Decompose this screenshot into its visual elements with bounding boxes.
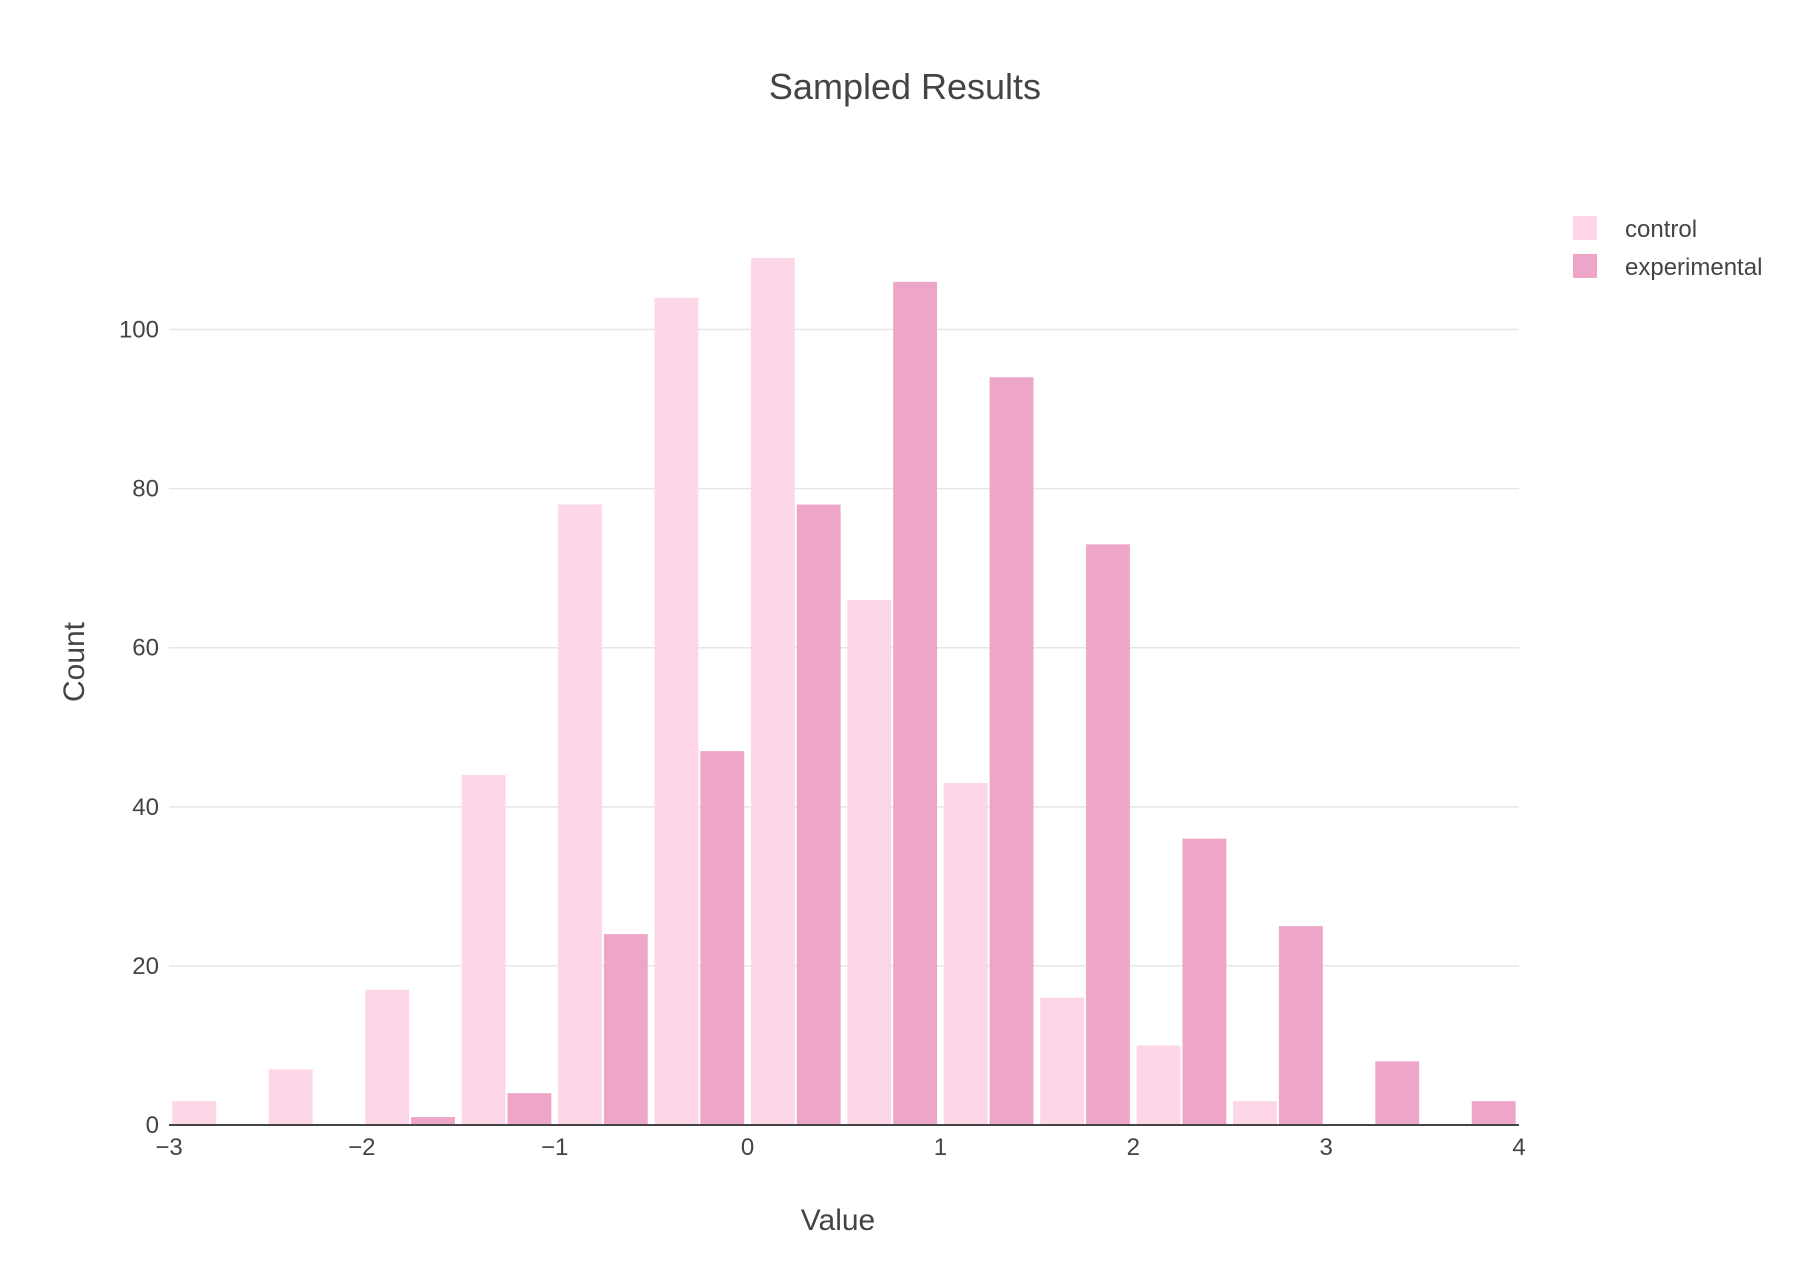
- bar-control--0.5[interactable]: [654, 297, 699, 1125]
- bar-control--2.5[interactable]: [268, 1069, 313, 1125]
- bar-experimental-3[interactable]: [1375, 1061, 1420, 1125]
- legend-swatch-control: [1573, 216, 1597, 240]
- bar-control-1[interactable]: [943, 782, 988, 1125]
- y-tick-label: 80: [132, 476, 159, 503]
- y-axis-title: Count: [58, 621, 91, 702]
- bar-control-1.5[interactable]: [1040, 997, 1085, 1125]
- y-tick-label: 60: [132, 635, 159, 662]
- bar-control--1.5[interactable]: [461, 775, 506, 1125]
- y-tick-label: 0: [146, 1112, 159, 1139]
- bar-experimental--1.5[interactable]: [507, 1093, 552, 1125]
- bar-experimental-3.5[interactable]: [1471, 1101, 1516, 1125]
- bar-experimental-1.5[interactable]: [1086, 544, 1130, 1125]
- y-tick-label: 40: [132, 794, 159, 821]
- bar-control--2[interactable]: [365, 989, 410, 1125]
- bar-control-2[interactable]: [1136, 1045, 1181, 1125]
- bar-experimental-2.5[interactable]: [1278, 926, 1323, 1125]
- bar-experimental-2[interactable]: [1182, 838, 1227, 1125]
- x-tick-label: 2: [1127, 1134, 1140, 1161]
- grid-lines: [169, 328, 1519, 967]
- y-axis-ticks: 0 20 40 60 80 100: [119, 317, 159, 1139]
- x-tick-label: 4: [1512, 1134, 1525, 1161]
- bar-control--1[interactable]: [558, 504, 602, 1126]
- bar-experimental--2[interactable]: [411, 1117, 455, 1125]
- chart-title: Sampled Results: [769, 66, 1041, 107]
- legend[interactable]: control experimental: [1573, 216, 1762, 281]
- bar-experimental-0.5[interactable]: [893, 281, 938, 1125]
- bars: [172, 257, 1516, 1126]
- bar-control-0[interactable]: [750, 257, 795, 1125]
- x-tick-label: 1: [934, 1134, 947, 1161]
- x-tick-label: −2: [348, 1134, 375, 1161]
- legend-swatch-experimental: [1573, 254, 1597, 278]
- bar-experimental--1[interactable]: [603, 934, 648, 1125]
- x-tick-label: −3: [155, 1134, 182, 1161]
- legend-label-experimental: experimental: [1625, 254, 1762, 281]
- bar-experimental-0[interactable]: [796, 504, 841, 1126]
- bar-experimental-1[interactable]: [989, 377, 1034, 1126]
- x-axis-title: Value: [801, 1204, 876, 1237]
- y-tick-label: 20: [132, 953, 159, 980]
- x-tick-label: −1: [541, 1134, 568, 1161]
- legend-item-control[interactable]: control: [1573, 216, 1697, 243]
- x-tick-label: 0: [741, 1134, 754, 1161]
- x-axis-ticks: −3 −2 −1 0 1 2 3 4: [155, 1134, 1525, 1161]
- bar-control-2.5[interactable]: [1233, 1101, 1277, 1125]
- bar-control-0.5[interactable]: [847, 600, 892, 1125]
- bar-experimental--0.5[interactable]: [700, 751, 745, 1125]
- x-tick-label: 3: [1319, 1134, 1332, 1161]
- y-tick-label: 100: [119, 317, 159, 344]
- bar-control--3[interactable]: [172, 1101, 217, 1125]
- legend-item-experimental[interactable]: experimental: [1573, 254, 1762, 281]
- legend-label-control: control: [1625, 216, 1697, 243]
